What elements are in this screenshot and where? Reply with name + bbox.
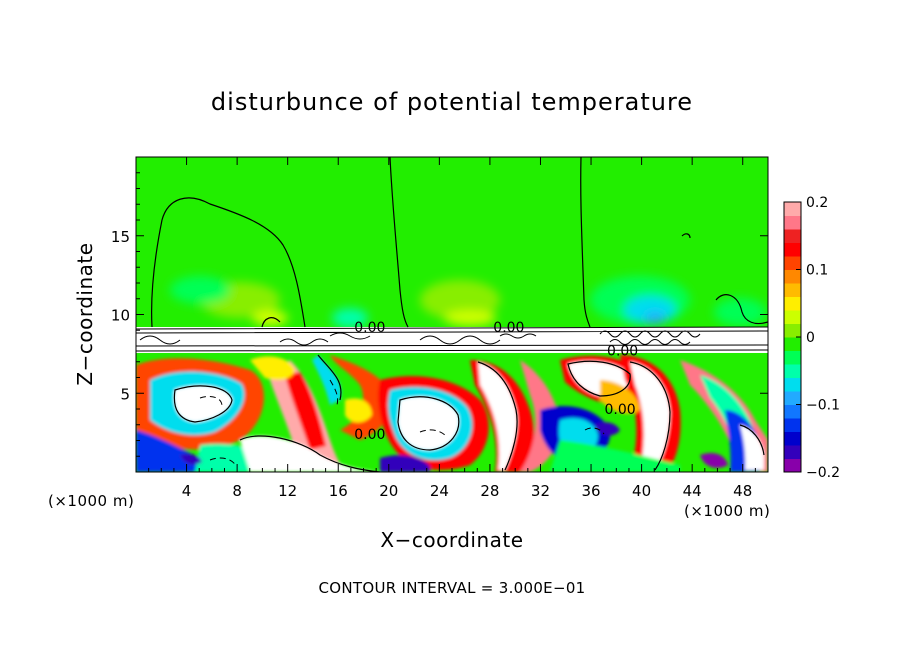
x-tick-label: 36 (581, 482, 600, 500)
inversion-contours (136, 326, 768, 352)
colorbar-tick-label: −0.1 (806, 398, 840, 414)
colorbar-swatch (784, 404, 801, 419)
x-tick-label: 48 (733, 482, 752, 500)
colorbar-swatch (784, 296, 801, 311)
colorbar-swatch (784, 283, 801, 297)
x-tick-label: 40 (632, 482, 651, 500)
colorbar-tick-label: 0.2 (806, 195, 828, 211)
colorbar-tick-label: −0.2 (806, 465, 840, 481)
chart-title: disturbunce of potential temperature (211, 88, 693, 116)
contour-labels: 0.00 0.00 0.00 0.00 0.00 (354, 320, 638, 443)
x-tick-label: 16 (329, 482, 348, 500)
colorbar-swatch (784, 337, 801, 351)
contour-label: 0.00 (354, 427, 385, 443)
colorbar-swatch (784, 256, 801, 270)
colorbar-swatch (784, 350, 801, 365)
y-tick-label: 5 (120, 385, 130, 403)
upper-contours (151, 157, 768, 328)
y-axis-label: Z−coordinate (73, 242, 97, 385)
plot-area (136, 157, 768, 472)
x-tick-label: 24 (430, 482, 449, 500)
colorbar-swatch (784, 215, 801, 230)
colorbar-swatch (784, 269, 801, 284)
x-unit-right: (×1000 m) (684, 502, 770, 520)
contour-label: 0.00 (607, 344, 638, 360)
colorbar-swatch (784, 323, 801, 338)
contour-label: 0.00 (493, 320, 524, 336)
negative-contours (199, 379, 605, 467)
colorbar: 0.2 0.1 0 −0.1 −0.2 (783, 195, 840, 481)
upper-anomalies (170, 276, 766, 328)
colorbar-swatch (784, 242, 801, 257)
x-tick-label: 20 (379, 482, 398, 500)
colorbar-tick-label: 0.1 (806, 263, 828, 279)
colorbar-swatch (784, 364, 801, 378)
x-unit-left: (×1000 m) (48, 492, 134, 510)
y-tick-label: 15 (111, 228, 130, 246)
colorbar-swatch (784, 229, 801, 243)
colorbar-swatch (784, 310, 801, 324)
x-tick-label: 28 (480, 482, 499, 500)
x-tick-label: 44 (683, 482, 702, 500)
lower-field (136, 353, 768, 472)
x-tick-label: 12 (278, 482, 297, 500)
colorbar-swatch (784, 418, 801, 432)
colorbar-swatch (784, 377, 801, 392)
colorbar-swatch (784, 458, 801, 473)
contour-label: 0.00 (354, 320, 385, 336)
colorbar-swatch (784, 202, 801, 216)
contour-interval-note: CONTOUR INTERVAL = 3.000E−01 (318, 579, 585, 597)
y-tick-label: 10 (111, 307, 130, 325)
x-tick-label: 32 (531, 482, 550, 500)
colorbar-swatch (784, 445, 801, 459)
lower-contours (173, 354, 765, 472)
x-tick-label: 4 (182, 482, 192, 500)
x-axis-label: X−coordinate (380, 528, 523, 552)
x-tick-label: 8 (232, 482, 242, 500)
colorbar-tick-label: 0 (806, 330, 815, 346)
colorbar-swatch (784, 431, 801, 446)
colorbar-swatch (784, 391, 801, 405)
contour-label: 0.00 (605, 402, 636, 418)
x-axis: 4 8 12 16 20 24 28 32 36 40 44 48 (148, 157, 756, 500)
y-axis: 5 10 15 (111, 172, 768, 457)
